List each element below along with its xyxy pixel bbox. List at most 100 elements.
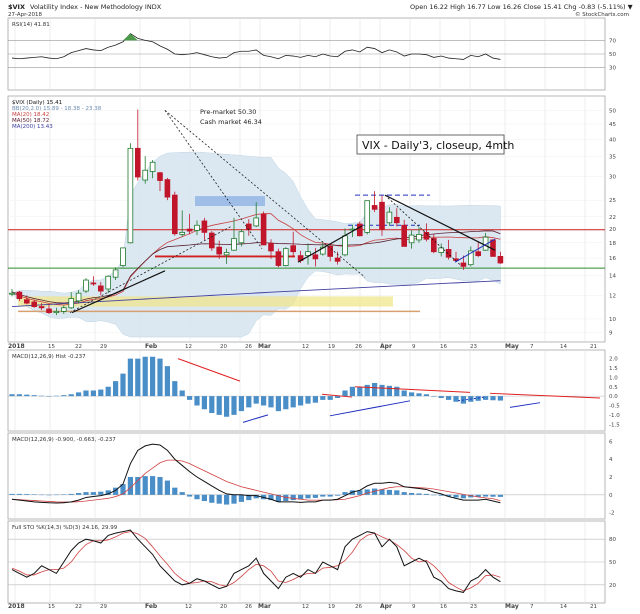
hist-blue-trend-2	[329, 400, 411, 417]
indicator-layer	[8, 33, 605, 593]
hist-bar	[275, 396, 281, 412]
macd-hist-bar	[275, 494, 281, 502]
macd-hist-bar	[179, 492, 185, 495]
hist-bar	[379, 384, 385, 397]
macd-hist-bar	[446, 494, 452, 497]
day-label: 20	[220, 344, 227, 350]
day-label: 16	[440, 344, 447, 350]
month-label: May	[505, 603, 519, 610]
hist-bar	[142, 356, 148, 397]
day-label: 26	[245, 604, 252, 610]
macd-hist-bar	[394, 490, 400, 495]
day-label: 12	[302, 604, 309, 610]
hist-bar	[39, 395, 45, 397]
hist-red-trend-2	[321, 393, 353, 398]
hist-bar	[401, 390, 407, 397]
macd-hist-bar	[209, 494, 215, 503]
candle-body	[31, 301, 37, 307]
candle-body	[186, 228, 193, 232]
sto-tick: 20	[609, 583, 616, 589]
day-label: 9	[412, 604, 416, 610]
price-tick: 12	[609, 293, 616, 299]
macd-hist-bar	[431, 494, 437, 496]
hist-bar	[135, 358, 141, 397]
price-legend-3: MA(50) 18.72	[12, 118, 49, 124]
hist-bar	[342, 390, 348, 397]
hist-tick: 1.0	[609, 375, 618, 381]
candle-body	[231, 238, 237, 251]
macd-hist-bar	[246, 494, 252, 501]
hist-bar	[490, 396, 496, 401]
macd-tick: 6	[609, 439, 613, 445]
day-label: 29	[100, 344, 107, 350]
macd-hist-bar	[216, 494, 222, 504]
macd-hist-bar	[31, 494, 37, 495]
macd-hist-bar	[113, 487, 119, 495]
hist-tick: -1.5	[609, 422, 620, 428]
macd-hist-bar	[9, 493, 15, 495]
day-label: 14	[560, 604, 567, 610]
candle-body	[164, 179, 171, 198]
hist-blue-trend-1	[242, 414, 269, 423]
candle-body	[171, 194, 178, 235]
price-tick: 18	[609, 241, 616, 247]
price-legend-0: $VIX (Daily) 15.41	[12, 100, 62, 106]
hist-bar	[312, 396, 318, 403]
rsi-tick: 50	[609, 52, 616, 58]
hist-bar	[31, 395, 37, 397]
candle-body	[282, 248, 289, 266]
date-label: 27-Apr-2018	[8, 12, 43, 18]
day-label: 14	[560, 344, 567, 350]
macd-hist-bar	[305, 494, 311, 499]
hist-bar	[446, 396, 452, 400]
black-uptrend	[71, 270, 166, 314]
price-tick: 35	[609, 155, 616, 161]
rsi-line	[11, 33, 501, 60]
hist-bar	[113, 381, 119, 397]
hist-bar	[224, 396, 230, 417]
price-tick: 22	[609, 215, 616, 221]
macd-hist-bar	[61, 494, 67, 495]
macd-hist-bar	[53, 494, 59, 496]
day-label: 16	[440, 604, 447, 610]
hist-bar	[105, 386, 111, 397]
hist-bar	[453, 396, 459, 402]
day-label: 21	[590, 604, 597, 610]
ma200-line	[11, 280, 501, 308]
candle-body	[179, 231, 186, 235]
hist-bar	[216, 396, 222, 415]
macd-hist-bar	[312, 494, 318, 498]
hist-bar	[209, 396, 215, 413]
hist-bar	[246, 396, 252, 408]
macd-tick: 4	[609, 457, 613, 463]
candle-body	[305, 251, 311, 257]
candle-body	[467, 250, 474, 266]
macd-hist-bar	[201, 494, 207, 501]
hist-bar	[16, 394, 22, 397]
day-label: 21	[590, 344, 597, 350]
hist-bar	[298, 396, 304, 406]
hist-bar	[423, 394, 429, 397]
hist-bar	[290, 396, 296, 408]
macd-hist-bar	[76, 493, 82, 495]
candle-body	[245, 223, 252, 231]
price-tick: 14	[609, 273, 616, 279]
day-label: 12	[302, 344, 309, 350]
candle-body	[386, 211, 393, 224]
candle-body	[83, 279, 89, 292]
hist-bar	[386, 385, 392, 397]
hist-tick: 2.0	[609, 357, 618, 363]
hist-bar	[201, 396, 207, 410]
candle-body	[238, 231, 245, 244]
macd-hist-bar	[438, 494, 444, 496]
macd-hist-bar	[135, 477, 141, 495]
hist-bar	[53, 395, 59, 397]
rsi-overbought-fill	[123, 33, 138, 41]
candle-body	[423, 231, 430, 240]
candle-body	[142, 169, 149, 181]
candle-body	[445, 249, 452, 258]
candle-body	[127, 147, 134, 244]
sto-legend: Full STO %K(14,3) %D(3) 24.16, 29.99	[12, 525, 118, 531]
candle-body	[223, 252, 230, 256]
